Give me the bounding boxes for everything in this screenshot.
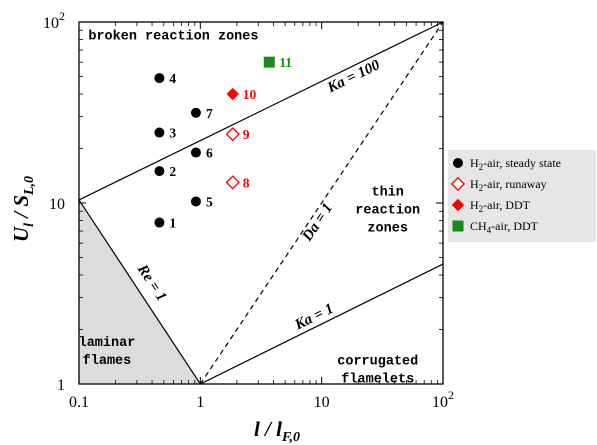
data-point-2 (154, 166, 165, 177)
x-axis-label: l / lF,0 (254, 417, 300, 445)
x-tick-label: 102 (432, 388, 454, 411)
legend-entry-h-air-ddt: H2-air, DDT (470, 198, 531, 214)
data-point-11 (263, 56, 275, 68)
data-point-label-8: 8 (243, 175, 250, 190)
y-tick-label: 102 (43, 9, 65, 32)
region-label-broken-reaction-zones: broken reaction zones (88, 30, 258, 45)
region-label-laminar-flames: laminar flames (79, 336, 136, 369)
data-point-1 (154, 217, 165, 228)
legend-marker-h-air-runaway (450, 176, 466, 192)
data-point-label-6: 6 (206, 146, 213, 161)
data-point-9 (225, 127, 240, 142)
data-point-label-10: 10 (243, 87, 257, 102)
x-tick-label: 0.1 (69, 394, 89, 411)
legend-entry-h-air-steady-state: H2-air, steady state (470, 156, 561, 172)
legend-marker-h-air-ddt (451, 198, 465, 212)
y-axis-label: Ul / SL,0 (9, 176, 37, 242)
data-point-label-3: 3 (169, 126, 176, 141)
data-point-4 (154, 73, 165, 84)
line-label-ka-100: Ka = 100 (324, 57, 383, 97)
x-tick-label: 10 (314, 394, 330, 411)
data-point-8 (225, 175, 240, 190)
legend-marker-h-air-steady-state (453, 158, 463, 168)
x-tick-label: 1 (196, 394, 204, 411)
data-point-10 (226, 87, 239, 101)
data-point-label-1: 1 (169, 216, 176, 231)
region-label-thin-reaction-zones: thin reaction zones (355, 186, 420, 237)
data-point-3 (154, 127, 165, 138)
legend-box (448, 150, 596, 242)
region-label-corrugated-flamelets: corrugated flamelets (337, 355, 418, 388)
line-label-da-1: Da = 1 (299, 201, 336, 246)
line-label-ka-1: Ka = 1 (291, 301, 336, 334)
legend-marker-ch-air-ddt (452, 220, 464, 232)
legend-entry-h-air-runaway: H2-air, runaway (470, 177, 547, 193)
data-point-label-2: 2 (169, 164, 176, 179)
data-point-5 (190, 196, 201, 207)
data-point-label-11: 11 (279, 55, 292, 70)
data-point-label-7: 7 (206, 106, 213, 121)
line-re-1 (78, 199, 201, 385)
y-tick-label: 10 (49, 196, 65, 213)
y-tick-label: 1 (57, 377, 65, 394)
legend-entry-ch-air-ddt: CH4-air, DDT (470, 219, 539, 235)
data-point-label-4: 4 (169, 71, 176, 86)
data-point-7 (190, 107, 201, 118)
data-point-label-9: 9 (243, 127, 250, 142)
line-ka-1 (200, 263, 444, 385)
line-da-1 (199, 21, 444, 385)
line-ka-100 (78, 21, 444, 201)
data-point-6 (190, 147, 201, 158)
data-point-label-5: 5 (206, 194, 213, 209)
